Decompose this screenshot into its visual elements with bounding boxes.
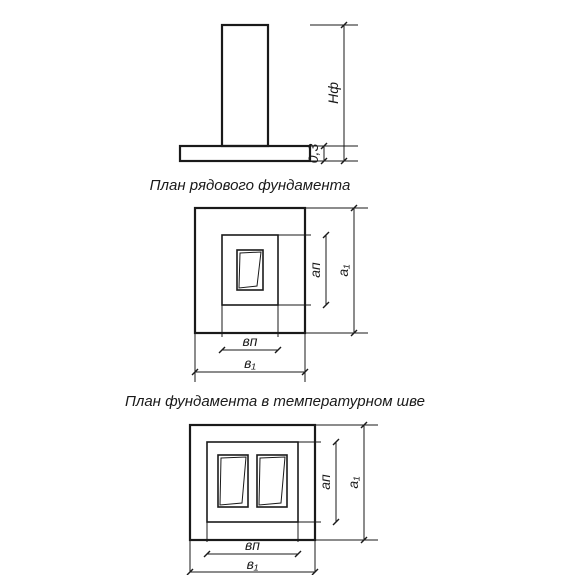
dim-label: вп <box>245 537 260 553</box>
column-face <box>259 457 285 505</box>
plan1-inner <box>222 235 278 305</box>
caption-plan-temp: План фундамента в температурном шве <box>125 393 425 410</box>
dim-label: a₁ <box>345 476 361 489</box>
elevation-base <box>180 146 310 161</box>
dim-label: aп <box>307 262 323 278</box>
dim-label: 0,3 <box>305 144 321 164</box>
dim-label: aп <box>317 474 333 490</box>
caption-plan-row: План рядового фундамента <box>150 177 351 194</box>
dim-label: в₁ <box>244 355 256 371</box>
dim-label: вп <box>242 333 257 349</box>
dim-label: Нф <box>325 82 341 104</box>
elevation-column <box>222 25 268 146</box>
dim-label: a₁ <box>335 264 351 277</box>
dim-label: в₁ <box>247 556 259 572</box>
column-face <box>239 252 261 288</box>
column-face <box>220 457 246 505</box>
plan1-outer <box>195 208 305 333</box>
